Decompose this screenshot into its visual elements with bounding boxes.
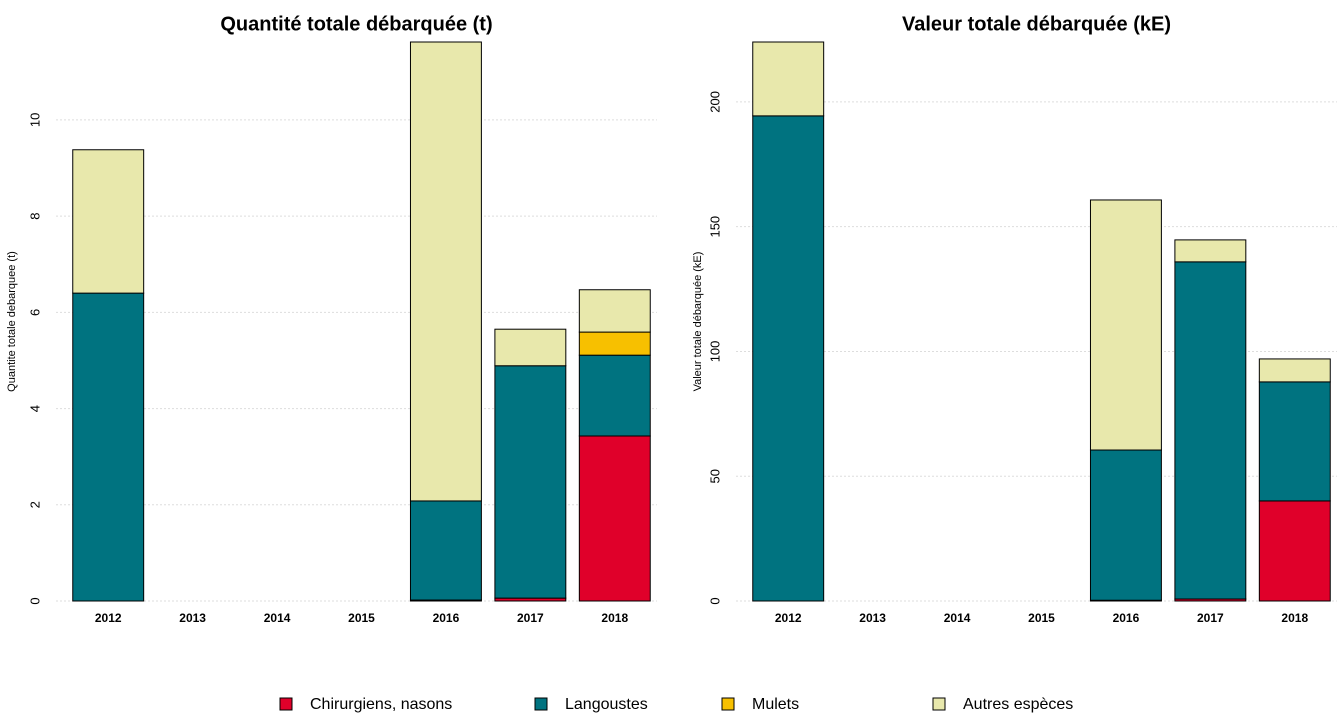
x-tick-label: 2016: [433, 611, 460, 625]
chart-title: Quantité totale débarquée (t): [220, 13, 492, 35]
y-tick-label: 10: [27, 113, 42, 127]
y-tick-label: 200: [707, 91, 722, 113]
y-tick-label: 8: [27, 213, 42, 220]
y-tick-label: 100: [707, 341, 722, 363]
legend-label: Chirurgiens, nasons: [310, 696, 452, 713]
legend-label: Autres espèces: [963, 696, 1073, 713]
bar-segment: [72, 149, 145, 294]
bar-segment: [752, 115, 825, 602]
y-axis-label: Valeur totale débarquée (kE): [692, 252, 704, 392]
x-tick-label: 2015: [348, 611, 375, 625]
bar-segment: [578, 354, 651, 437]
x-tick-label: 2013: [859, 611, 886, 625]
y-tick-label: 50: [707, 469, 722, 483]
chart-title: Valeur totale débarquée (kE): [902, 13, 1171, 35]
legend-label: Langoustes: [565, 696, 648, 713]
x-tick-label: 2017: [517, 611, 544, 625]
bar-segment: [578, 331, 651, 356]
x-tick-label: 2014: [944, 611, 971, 625]
legend-label: Mulets: [752, 696, 799, 713]
bar-segment: [72, 292, 145, 602]
legend-swatch: [534, 697, 548, 711]
legend-swatch: [721, 697, 735, 711]
bar-segment: [494, 328, 567, 367]
bar-segment: [1089, 449, 1162, 601]
y-tick-label: 6: [27, 309, 42, 316]
x-tick-label: 2012: [775, 611, 802, 625]
bar-segment: [1258, 500, 1331, 602]
bar-segment: [1258, 358, 1331, 383]
x-tick-label: 2013: [179, 611, 206, 625]
x-tick-label: 2016: [1113, 611, 1140, 625]
bar-segment: [1174, 239, 1247, 263]
y-tick-label: 4: [27, 405, 42, 412]
y-axis-label: Quantite totale debarquee (t): [6, 251, 18, 392]
bar-segment: [752, 41, 825, 117]
y-tick-label: 150: [707, 216, 722, 238]
legend-swatch: [279, 697, 293, 711]
bar-segment: [1174, 261, 1247, 600]
bar-segment: [494, 365, 567, 599]
bar-segment: [1089, 199, 1162, 451]
bar-segment: [1258, 381, 1331, 502]
x-tick-label: 2014: [264, 611, 291, 625]
bar-segment: [578, 289, 651, 333]
y-tick-label: 0: [707, 597, 722, 604]
bar-segment: [578, 435, 651, 602]
legend-swatch: [932, 697, 946, 711]
x-tick-label: 2018: [1281, 611, 1308, 625]
x-tick-label: 2017: [1197, 611, 1224, 625]
bar-segment: [409, 41, 482, 502]
y-tick-label: 2: [27, 501, 42, 508]
x-tick-label: 2018: [601, 611, 628, 625]
x-tick-label: 2012: [95, 611, 122, 625]
x-tick-label: 2015: [1028, 611, 1055, 625]
y-tick-label: 0: [27, 597, 42, 604]
bar-segment: [409, 500, 482, 601]
